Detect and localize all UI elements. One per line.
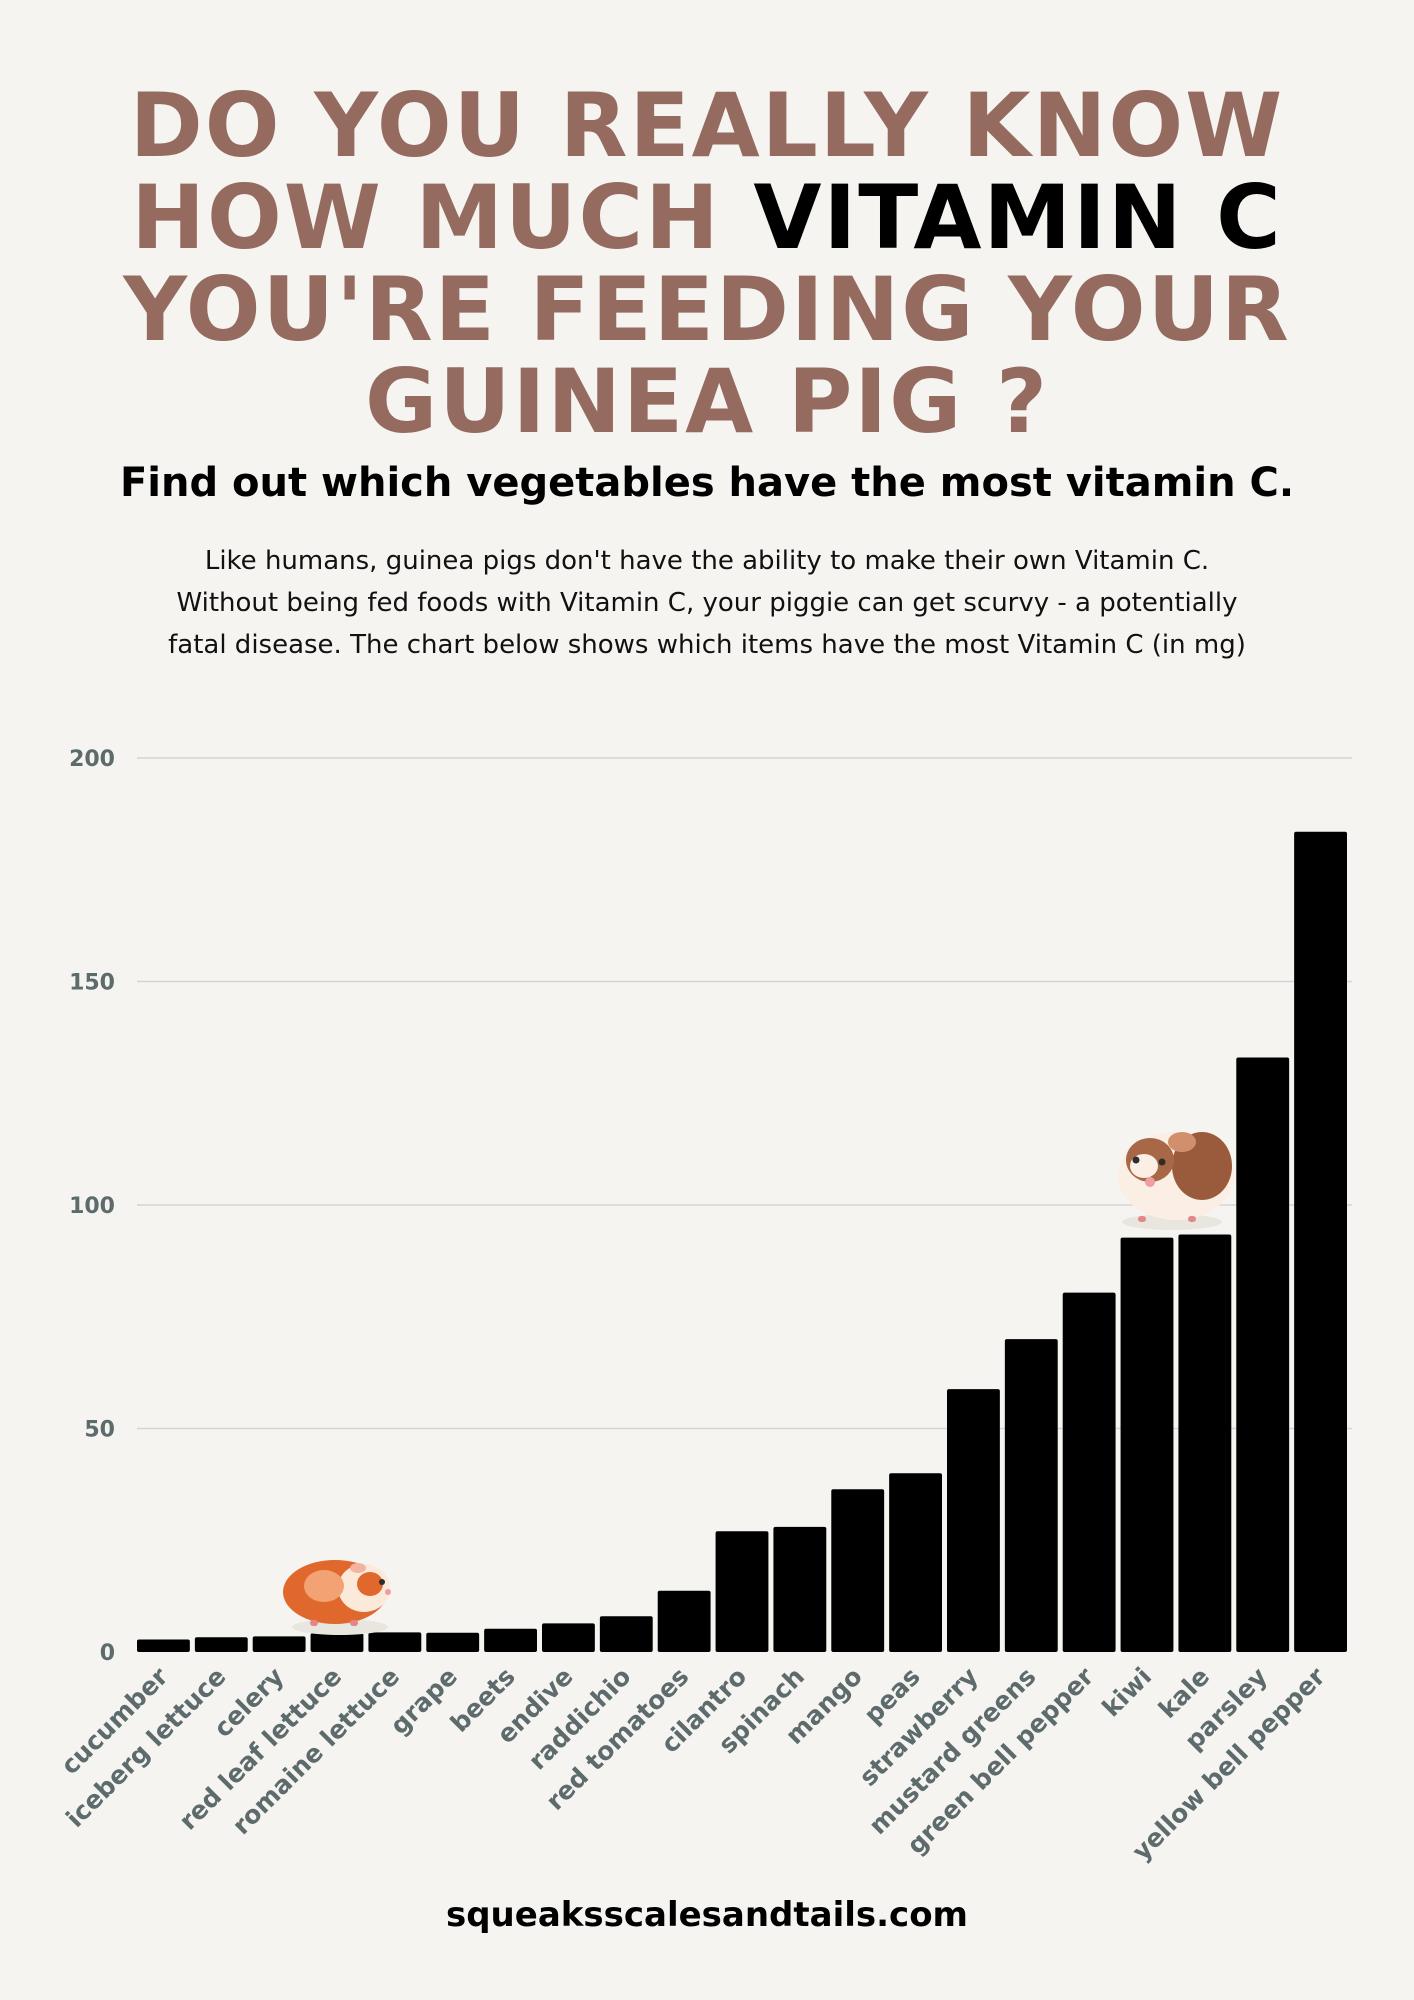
headline: DO YOU REALLY KNOW HOW MUCH VITAMIN C YO… — [0, 80, 1414, 448]
y-tick-label: 0 — [100, 1641, 115, 1666]
bar-raddichio — [599, 1616, 653, 1652]
bar-mango — [831, 1489, 885, 1652]
intro-line-2: Without being fed foods with Vitamin C, … — [176, 588, 1238, 618]
y-tick-label: 200 — [69, 747, 115, 772]
headline-line-4: GUINEA PIG ? — [364, 350, 1050, 453]
headline-line-2-prefix: HOW MUCH — [131, 166, 754, 269]
bar-kiwi — [1120, 1237, 1174, 1652]
bar-layer — [137, 831, 1347, 1652]
website-url: squeaksscalesandtails.com — [445, 1895, 968, 1935]
bar-red-leaf-lettuce — [310, 1633, 364, 1652]
headline-line-3: YOU'RE FEEDING YOUR — [123, 258, 1291, 361]
bar-celery — [252, 1636, 306, 1652]
subtitle: Find out which vegetables have the most … — [119, 460, 1295, 506]
y-tick-label: 100 — [69, 1194, 115, 1219]
bar-peas — [889, 1473, 942, 1652]
bar-strawberry — [947, 1389, 1000, 1652]
bar-kale — [1178, 1234, 1232, 1652]
bar-beets — [484, 1628, 537, 1652]
guinea-pig-orange-icon — [283, 1560, 391, 1635]
bar-spinach — [773, 1526, 827, 1652]
bar-endive — [542, 1623, 595, 1652]
bar-romaine-lettuce — [368, 1632, 422, 1652]
bar-grape — [426, 1632, 480, 1652]
intro-paragraph: Like humans, guinea pigs don't have the … — [140, 540, 1274, 666]
bar-cucumber — [137, 1639, 190, 1652]
y-tick-label: 150 — [69, 971, 115, 996]
x-tick-label: kiwi — [1097, 1662, 1158, 1723]
bar-red-tomatoes — [657, 1590, 711, 1652]
headline-line-1: DO YOU REALLY KNOW — [129, 74, 1285, 177]
intro-line-1: Like humans, guinea pigs don't have the … — [204, 546, 1210, 576]
bar-parsley — [1236, 1057, 1290, 1652]
intro-line-3: fatal disease. The chart below shows whi… — [168, 630, 1246, 660]
bar-iceberg-lettuce — [194, 1637, 248, 1652]
bar-green-bell-pepper — [1062, 1292, 1116, 1652]
headline-line-2: HOW MUCH VITAMIN C — [0, 172, 1414, 264]
y-tick-label: 50 — [84, 1418, 115, 1443]
bar-mustard-greens — [1004, 1339, 1058, 1652]
y-tick-layer: 0 50 100 150 200 — [69, 747, 115, 1666]
headline-highlight: VITAMIN C — [753, 166, 1283, 269]
guinea-pig-brown-icon — [1118, 1132, 1234, 1230]
bar-cilantro — [715, 1531, 769, 1652]
bar-yellow-bell-pepper — [1294, 831, 1347, 1652]
